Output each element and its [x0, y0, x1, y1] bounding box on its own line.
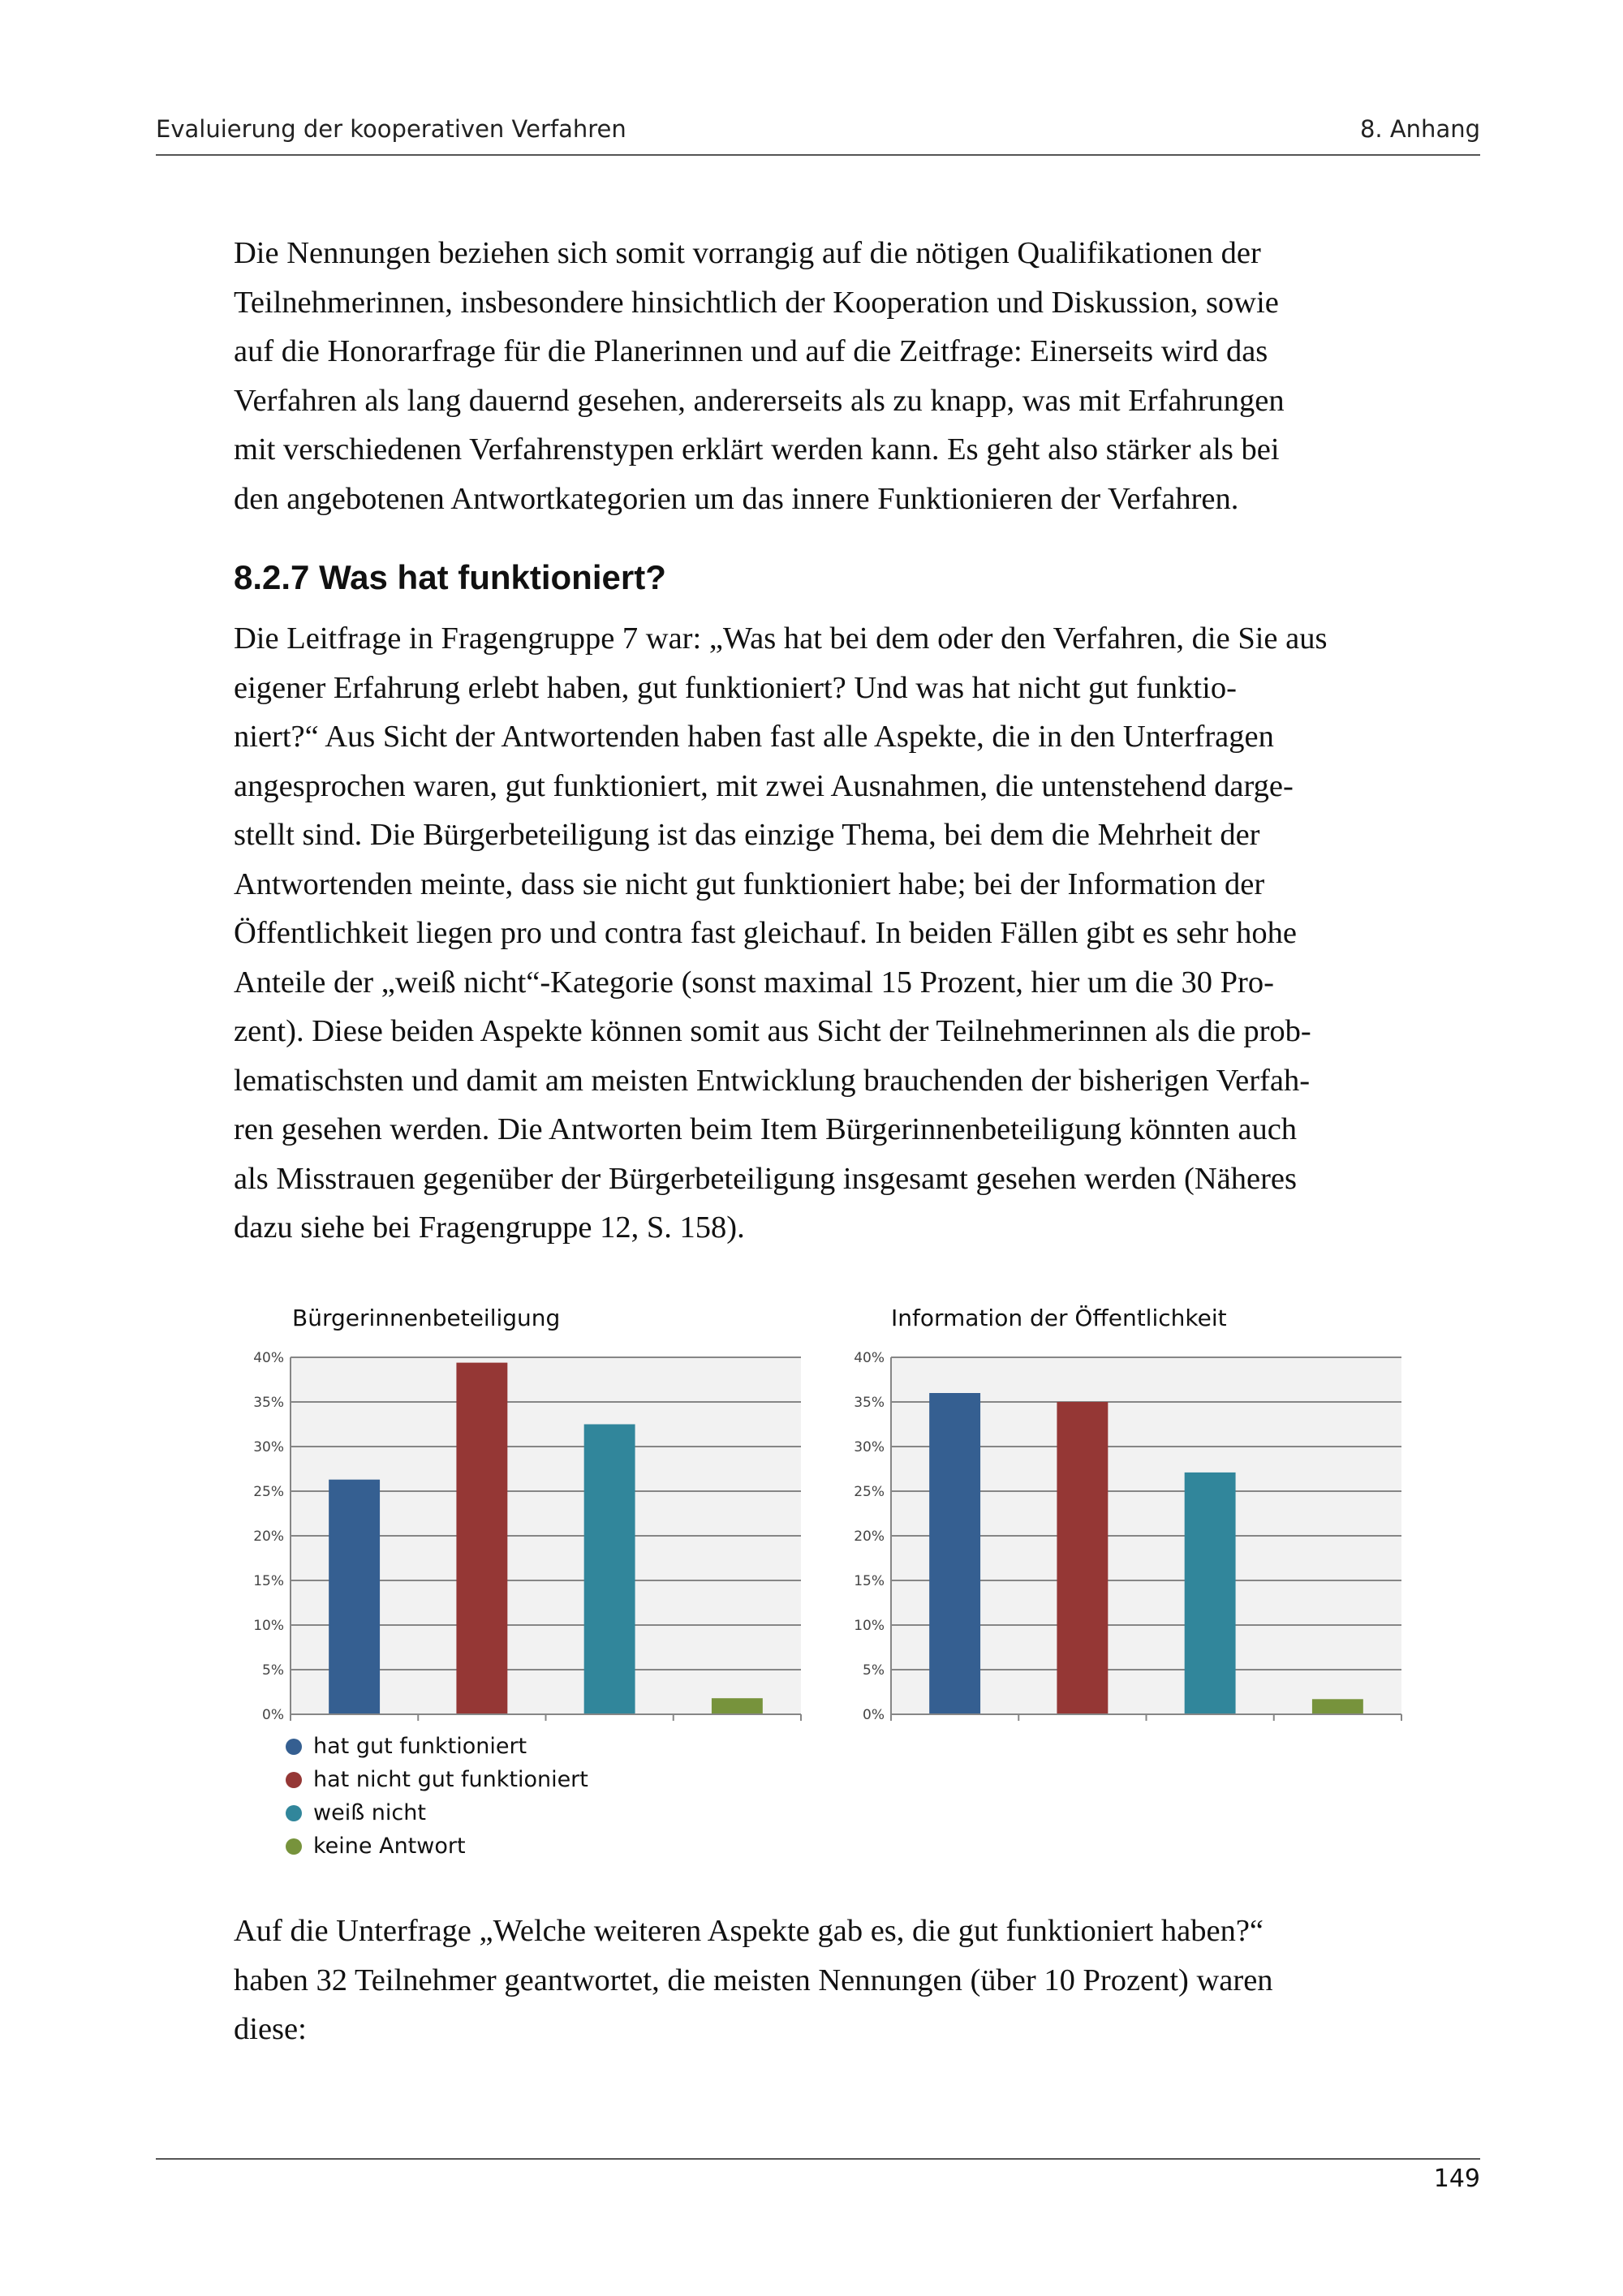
y-tick-label: 5% — [262, 1662, 284, 1679]
text-line: Antwortenden meinte, dass sie nicht gut … — [234, 866, 1265, 901]
y-tick-label: 15% — [854, 1573, 885, 1589]
legend-label: keine Antwort — [313, 1834, 466, 1859]
chart-2-title: Information der Öffentlichkeit — [891, 1305, 1227, 1331]
chart-legend: hat gut funktioniert hat nicht gut funkti… — [286, 1730, 588, 1863]
text-line: mit verschiedenen Verfahrenstypen erklär… — [234, 432, 1280, 467]
text-line: Verfahren als lang dauernd gesehen, ande… — [234, 383, 1285, 418]
bar-wei-nicht — [583, 1424, 635, 1714]
footer-rule — [156, 2158, 1480, 2160]
y-tick-label: 25% — [854, 1484, 885, 1500]
y-tick-label: 30% — [253, 1439, 284, 1455]
text-line: angesprochen waren, gut funktioniert, mi… — [234, 768, 1294, 803]
bar-hat-gut-funktioniert — [929, 1393, 981, 1714]
text-line: Anteile der „weiß nicht“-Kategorie (sons… — [234, 965, 1274, 1000]
chart-1-title: Bürgerinnenbeteiligung — [292, 1305, 561, 1331]
page-number: 149 — [1433, 2165, 1480, 2193]
y-tick-label: 30% — [854, 1439, 885, 1455]
y-tick-label: 35% — [253, 1395, 284, 1411]
legend-swatch — [286, 1804, 302, 1821]
y-tick-label: 5% — [863, 1662, 885, 1679]
y-tick-label: 35% — [854, 1395, 885, 1411]
text-line: eigener Erfahrung erlebt haben, gut funk… — [234, 670, 1237, 705]
text-line: Die Leitfrage in Fragengruppe 7 war: „Wa… — [234, 621, 1328, 656]
bar-hat-nicht-gut-funktioniert — [456, 1362, 508, 1714]
legend-swatch — [286, 1771, 302, 1788]
text-line: ren gesehen werden. Die Antworten beim I… — [234, 1112, 1298, 1146]
running-header-left: Evaluierung der kooperativen Verfahren — [156, 115, 626, 143]
text-line: den angebotenen Antwortkategorien um das… — [234, 481, 1239, 516]
text-line: dazu siehe bei Fragengruppe 12, S. 158). — [234, 1210, 745, 1245]
y-tick-label: 20% — [854, 1529, 885, 1545]
bar-hat-nicht-gut-funktioniert — [1057, 1402, 1109, 1714]
legend-item: keine Antwort — [286, 1829, 588, 1863]
y-tick-label: 10% — [253, 1618, 284, 1634]
chart-information-oeffentlichkeit: 0% 5% 10% 15% 20% 25% 30% 35% 40% — [854, 1350, 1402, 1723]
section-heading: 8.2.7 Was hat funktioniert? — [234, 558, 666, 596]
y-tick-label: 0% — [262, 1707, 284, 1723]
y-tick-label: 10% — [854, 1618, 885, 1634]
text-line: als Misstrauen gegenüber der Bürgerbetei… — [234, 1161, 1297, 1196]
text-line: diese: — [234, 2012, 307, 2046]
legend-label: hat nicht gut funktioniert — [313, 1767, 588, 1792]
text-line: lematischsten und damit am meisten Entwi… — [234, 1063, 1311, 1098]
bar-keine-antwort — [711, 1698, 763, 1714]
text-line: Teilnehmerinnen, insbesondere hinsichtli… — [234, 285, 1279, 320]
text-line: Auf die Unterfrage „Welche weiteren Aspe… — [234, 1914, 1264, 1948]
text-line: Öffentlichkeit liegen pro und contra fas… — [234, 916, 1298, 950]
bar-keine-antwort — [1311, 1699, 1363, 1714]
paragraph-1: Die Nennungen beziehen sich somit vorran… — [234, 229, 1419, 523]
y-tick-label: 20% — [253, 1529, 284, 1545]
header-rule — [156, 154, 1480, 156]
chart-buergerinnenbeteiligung: 0% 5% 10% 15% 20% 25% 30% 35% 40% — [253, 1350, 802, 1723]
text-line: zent). Diese beiden Aspekte können somit… — [234, 1014, 1311, 1048]
y-tick-label: 40% — [854, 1350, 885, 1366]
running-header-right: 8. Anhang — [1359, 115, 1480, 143]
paragraph-2: Die Leitfrage in Fragengruppe 7 war: „Wa… — [234, 614, 1419, 1253]
text-line: haben 32 Teilnehmer geantwortet, die mei… — [234, 1963, 1273, 1997]
y-tick-label: 40% — [253, 1350, 284, 1366]
bar-hat-gut-funktioniert — [329, 1479, 381, 1714]
bar-wei-nicht — [1184, 1472, 1236, 1714]
legend-label: weiß nicht — [313, 1800, 426, 1825]
legend-item: weiß nicht — [286, 1796, 588, 1829]
y-tick-label: 25% — [253, 1484, 284, 1500]
legend-swatch — [286, 1738, 302, 1755]
y-tick-label: 0% — [863, 1707, 885, 1723]
legend-label: hat gut funktioniert — [313, 1734, 527, 1759]
text-line: stellt sind. Die Bürgerbeteiligung ist d… — [234, 818, 1260, 852]
legend-item: hat gut funktioniert — [286, 1730, 588, 1763]
paragraph-3: Auf die Unterfrage „Welche weiteren Aspe… — [234, 1907, 1419, 2054]
legend-swatch — [286, 1838, 302, 1855]
text-line: niert?“ Aus Sicht der Antwortenden haben… — [234, 720, 1274, 754]
legend-item: hat nicht gut funktioniert — [286, 1763, 588, 1796]
text-line: auf die Honorarfrage für die Planerinnen… — [234, 334, 1268, 368]
text-line: Die Nennungen beziehen sich somit vorran… — [234, 236, 1261, 270]
y-tick-label: 15% — [253, 1573, 284, 1589]
